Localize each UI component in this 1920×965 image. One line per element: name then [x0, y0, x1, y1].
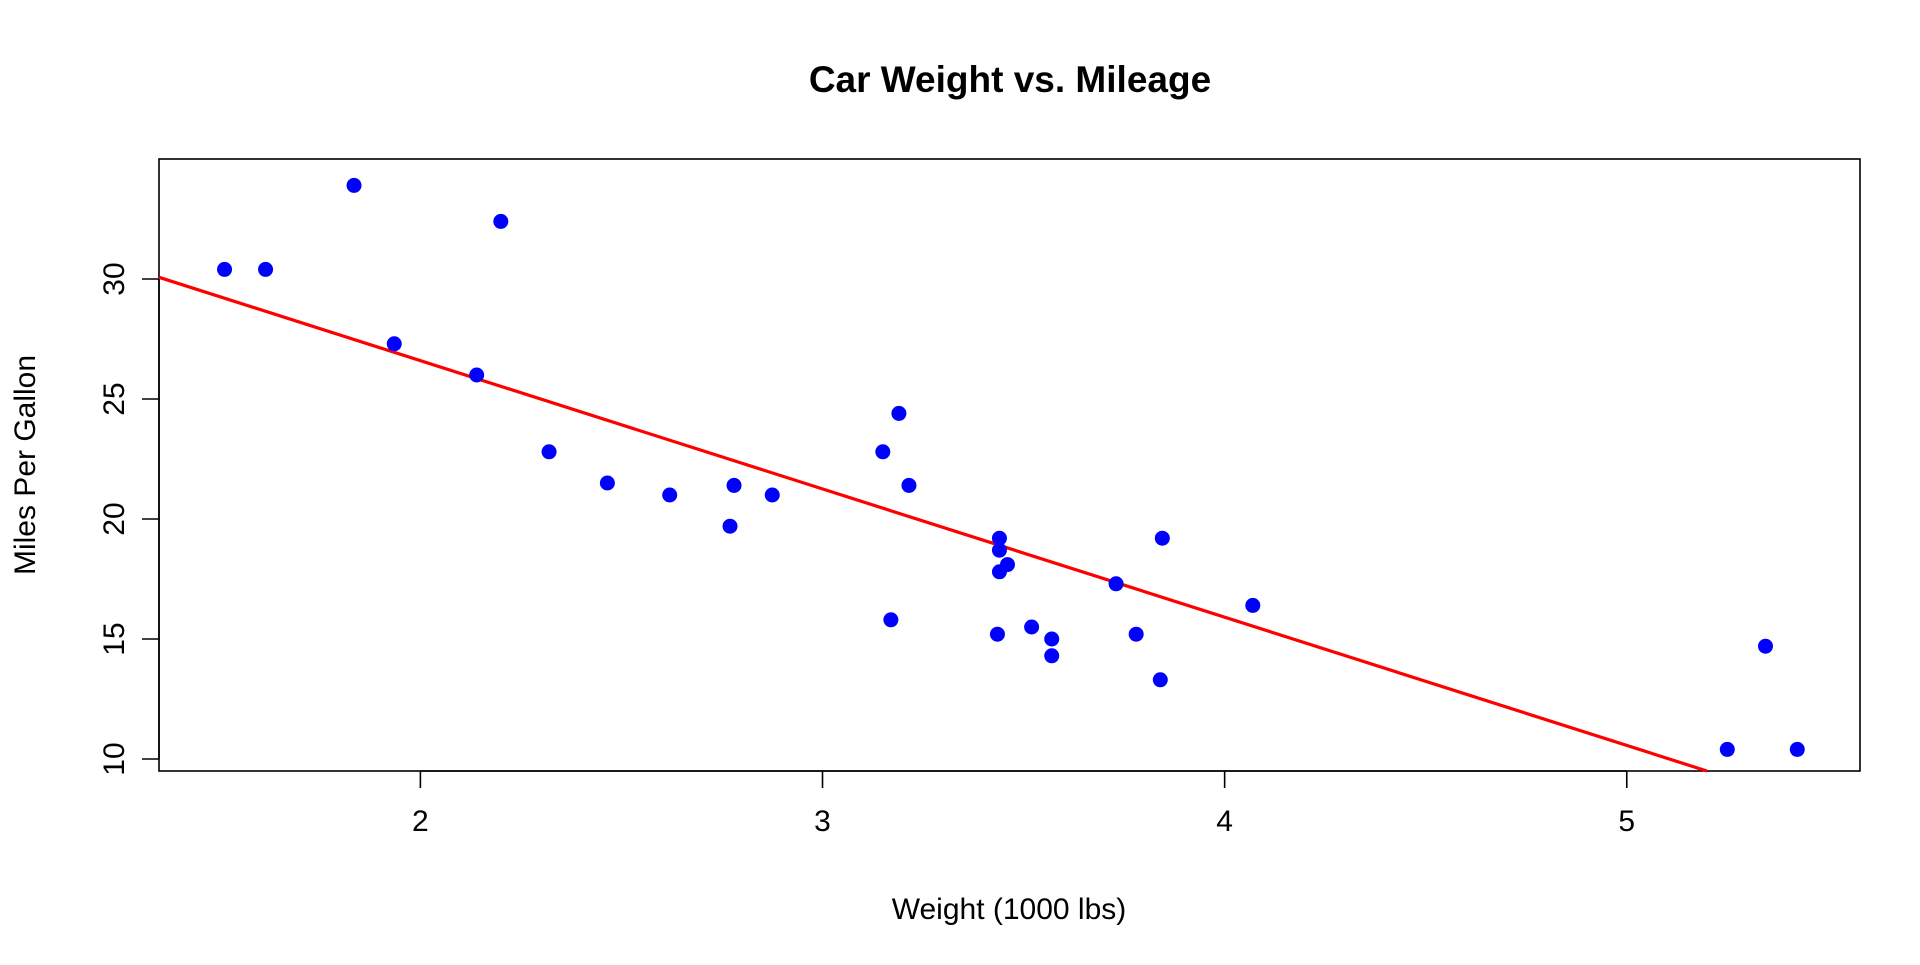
data-point [726, 477, 742, 493]
data-point [258, 261, 274, 277]
data-point [1154, 530, 1170, 546]
data-point [541, 444, 557, 460]
x-axis-label: Weight (1000 lbs) [892, 893, 1127, 926]
data-point [1152, 672, 1168, 688]
chart-title: Car Weight vs. Mileage [809, 59, 1211, 100]
data-point [991, 542, 1007, 558]
data-point [891, 405, 907, 421]
data-point [1789, 741, 1805, 757]
data-point [386, 336, 402, 352]
data-point [662, 487, 678, 503]
data-point [1245, 597, 1261, 613]
y-axis: 10 15 20 25 30 [98, 262, 160, 776]
data-point [875, 444, 891, 460]
y-tick-label: 20 [98, 502, 131, 535]
data-point [1719, 741, 1735, 757]
data-point [764, 487, 780, 503]
data-point [1044, 631, 1060, 647]
data-point [901, 477, 917, 493]
data-point [493, 213, 509, 229]
regression-line-group [158, 275, 1708, 773]
regression-line [158, 275, 1708, 773]
data-point [722, 518, 738, 534]
data-point [883, 612, 899, 628]
data-point [217, 261, 233, 277]
x-tick-label: 4 [1216, 805, 1233, 838]
y-tick-label: 30 [98, 262, 131, 295]
y-tick-label: 10 [98, 742, 131, 775]
data-point [599, 475, 615, 491]
data-point [989, 626, 1005, 642]
plot-frame [158, 158, 1861, 772]
data-points [217, 177, 1805, 757]
data-point [1758, 638, 1773, 654]
y-tick-label: 25 [98, 382, 131, 415]
x-axis: 2 3 4 5 [412, 770, 1635, 838]
x-tick-label: 3 [814, 805, 831, 838]
data-point [1108, 576, 1124, 592]
y-axis-label: Miles Per Gallon [9, 355, 42, 575]
data-point [991, 564, 1007, 580]
y-tick-label: 15 [98, 622, 131, 655]
x-tick-label: 2 [412, 805, 429, 838]
data-point [1024, 619, 1040, 635]
data-point [1044, 648, 1060, 664]
data-point [469, 367, 485, 383]
data-point [346, 177, 362, 193]
x-tick-label: 5 [1618, 805, 1635, 838]
data-point [991, 530, 1007, 546]
data-point [1128, 626, 1144, 642]
